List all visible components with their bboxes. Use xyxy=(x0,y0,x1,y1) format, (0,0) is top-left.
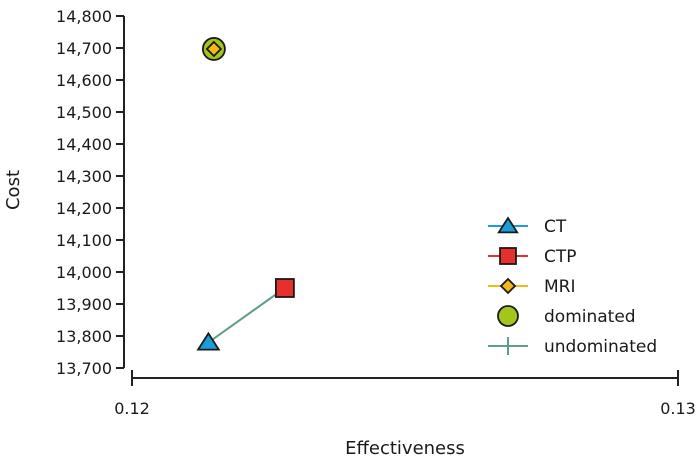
y-tick-label: 14,000 xyxy=(56,263,112,282)
x-tick-label: 0.12 xyxy=(114,399,150,418)
x-tick-label: 0.13 xyxy=(660,399,696,418)
legend-label-ct: CT xyxy=(544,217,567,237)
y-tick-label: 14,200 xyxy=(56,199,112,218)
legend-marker-ct xyxy=(497,216,519,234)
y-tick-label: 14,800 xyxy=(56,7,112,26)
y-tick-label: 14,500 xyxy=(56,103,112,122)
legend-label-dominated: dominated xyxy=(544,307,636,327)
legend-label-undominated: undominated xyxy=(544,337,657,357)
x-axis-label: Effectiveness xyxy=(345,438,465,459)
undominated-frontier xyxy=(207,287,286,344)
y-tick-label: 14,100 xyxy=(56,231,112,250)
mri-point xyxy=(205,40,223,58)
y-tick-label: 14,700 xyxy=(56,39,112,58)
x-ticks: 0.12 0.13 xyxy=(114,370,696,418)
legend-label-ctp: CTP xyxy=(544,247,577,267)
y-ticks: 13,700 13,800 13,900 14,000 14,100 14,200 14,3… xyxy=(56,7,124,378)
legend-marker-mri xyxy=(499,277,517,295)
y-tick-label: 13,900 xyxy=(56,295,112,314)
data-markers xyxy=(196,37,295,351)
legend-marker-ctp xyxy=(499,247,517,265)
ct-point xyxy=(196,331,221,351)
y-tick-label: 14,300 xyxy=(56,167,112,186)
axes xyxy=(123,16,678,379)
y-tick-label: 14,600 xyxy=(56,71,112,90)
y-axis-label: Cost xyxy=(3,170,24,210)
y-tick-label: 14,400 xyxy=(56,135,112,154)
ctp-point xyxy=(274,278,295,298)
y-tick-label: 13,800 xyxy=(56,327,112,346)
legend: CT CTP MRI dominated undominated xyxy=(488,216,657,357)
legend-marker-dominated xyxy=(497,305,519,327)
legend-label-mri: MRI xyxy=(544,277,576,297)
undominated-line xyxy=(207,287,286,344)
y-tick-label: 13,700 xyxy=(56,359,112,378)
